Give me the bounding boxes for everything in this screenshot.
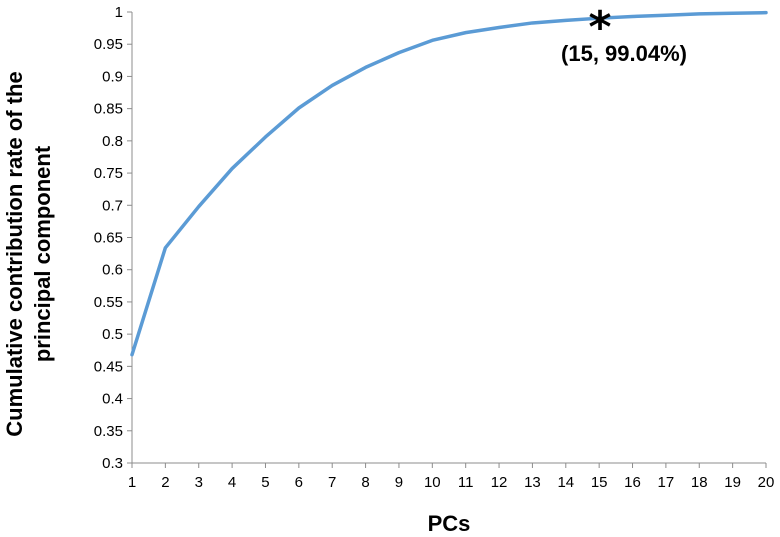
- x-tick-label: 13: [524, 474, 541, 491]
- data-point: [531, 22, 533, 24]
- x-tick-label: 20: [758, 474, 775, 491]
- x-tick-label: 18: [691, 474, 708, 491]
- data-point: [465, 32, 467, 34]
- y-tick-label: 0.8: [102, 133, 123, 150]
- series-line: [130, 10, 768, 357]
- data-point: [598, 17, 600, 19]
- data-point: [765, 12, 767, 14]
- x-tick-labels: 1 2 3 4 5 6 7 8 9 10 11 12 13 14 15 16 17 18 19 20: [128, 474, 775, 491]
- x-tick-label: 16: [624, 474, 641, 491]
- y-tick-label: 1: [115, 4, 123, 21]
- y-tick-labels: 0.3 0.35 0.4 0.45 0.5 0.55 0.6 0.65 0.7 0.75 0.8 0.…: [94, 4, 123, 472]
- x-tick-label: 15: [591, 474, 608, 491]
- y-tick-label: 0.55: [94, 294, 123, 311]
- data-point: [431, 39, 433, 41]
- annotation-marker: *: [588, 2, 611, 53]
- y-tick-label: 0.75: [94, 165, 123, 182]
- y-axis-title-line-2: principal component: [30, 145, 55, 362]
- x-tick-label: 6: [295, 474, 303, 491]
- data-point: [264, 136, 266, 138]
- data-point: [665, 14, 667, 16]
- y-tick-label: 0.5: [102, 326, 123, 343]
- data-point: [565, 19, 567, 21]
- y-tick-label: 0.85: [94, 101, 123, 118]
- data-point: [698, 13, 700, 15]
- data-point: [231, 168, 233, 170]
- x-tick-label: 17: [658, 474, 675, 491]
- y-axis-title-line-1: Cumulative contribution rate of the: [2, 71, 27, 436]
- data-point: [298, 107, 300, 109]
- x-tick-label: 7: [328, 474, 336, 491]
- x-tick-label: 12: [491, 474, 508, 491]
- y-tick-label: 0.45: [94, 358, 123, 375]
- data-point: [164, 247, 166, 249]
- y-tick-label: 0.7: [102, 197, 123, 214]
- x-tick-label: 11: [458, 474, 474, 491]
- y-tick-label: 0.9: [102, 68, 123, 85]
- y-tick-label: 0.6: [102, 262, 123, 279]
- data-point: [331, 84, 333, 86]
- data-point: [198, 206, 200, 208]
- data-point: [398, 52, 400, 54]
- x-tick-label: 2: [161, 474, 169, 491]
- data-point: [632, 16, 634, 18]
- x-tick-label: 8: [361, 474, 369, 491]
- x-tick-label: 1: [128, 474, 136, 491]
- x-tick-label: 10: [424, 474, 441, 491]
- y-tick-label: 0.65: [94, 230, 123, 247]
- x-tick-label: 5: [261, 474, 269, 491]
- x-tick-label: 4: [228, 474, 236, 491]
- y-tick-label: 0.35: [94, 423, 123, 440]
- x-tick-label: 14: [557, 474, 574, 491]
- x-tick-label: 9: [395, 474, 403, 491]
- x-axis-title: PCs: [428, 511, 471, 536]
- x-tick-label: 19: [724, 474, 741, 491]
- data-point: [365, 66, 367, 68]
- x-tick-label: 3: [195, 474, 203, 491]
- y-tick-label: 0.95: [94, 36, 123, 53]
- y-tick-label: 0.4: [102, 391, 123, 408]
- y-tick-label: 0.3: [102, 455, 123, 472]
- data-point: [732, 12, 734, 14]
- data-point: [131, 354, 133, 356]
- annotation-label: (15, 99.04%): [561, 41, 687, 66]
- axes: [127, 11, 767, 468]
- series-layer: [130, 10, 768, 357]
- data-point: [498, 26, 500, 28]
- y-axis-title: Cumulative contribution rate of the prin…: [2, 71, 55, 436]
